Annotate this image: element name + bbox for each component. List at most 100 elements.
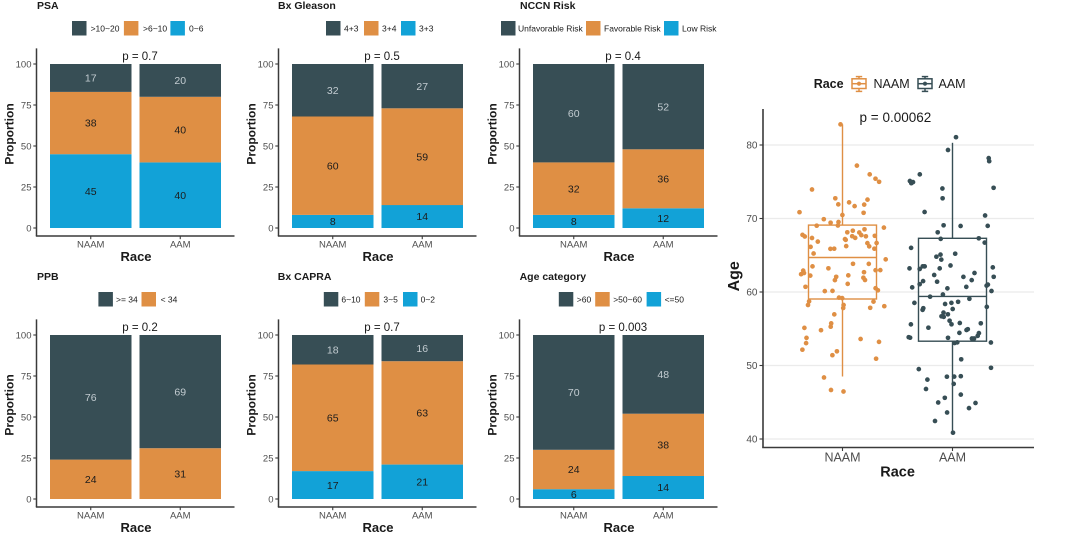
svg-text:31: 31 [174, 468, 186, 480]
svg-text:16: 16 [416, 343, 428, 355]
svg-text:AAM: AAM [412, 511, 433, 522]
svg-text:Proportion: Proportion [3, 374, 17, 435]
svg-text:p = 0.7: p = 0.7 [364, 322, 400, 334]
svg-text:38: 38 [85, 118, 97, 130]
svg-text:40: 40 [174, 190, 186, 202]
svg-text:>6~10: >6~10 [143, 24, 167, 34]
svg-text:75: 75 [263, 371, 274, 382]
svg-text:50: 50 [504, 141, 515, 152]
svg-text:Proportion: Proportion [245, 103, 259, 164]
svg-text:Proportion: Proportion [486, 374, 500, 435]
svg-text:< 34: < 34 [161, 295, 178, 305]
svg-text:0: 0 [26, 223, 31, 234]
svg-text:25: 25 [504, 182, 515, 193]
svg-text:6: 6 [571, 489, 577, 501]
svg-text:70: 70 [746, 214, 758, 225]
svg-text:Unfavorable Risk: Unfavorable Risk [518, 24, 583, 34]
svg-text:32: 32 [327, 85, 339, 97]
svg-text:17: 17 [327, 480, 339, 492]
svg-text:Race: Race [603, 520, 634, 535]
svg-text:60: 60 [746, 288, 758, 299]
svg-text:3+3: 3+3 [419, 24, 434, 34]
svg-text:100: 100 [499, 330, 515, 341]
svg-text:25: 25 [263, 453, 274, 464]
svg-text:0: 0 [509, 223, 514, 234]
svg-text:18: 18 [327, 345, 339, 357]
svg-text:>10~20: >10~20 [91, 24, 120, 34]
svg-text:100: 100 [16, 59, 32, 70]
svg-text:21: 21 [416, 477, 428, 489]
svg-text:Race: Race [362, 249, 393, 264]
svg-text:Proportion: Proportion [245, 374, 259, 435]
svg-text:50: 50 [263, 412, 274, 423]
svg-text:60: 60 [327, 160, 339, 172]
svg-text:76: 76 [85, 392, 97, 404]
svg-text:0: 0 [509, 494, 514, 505]
svg-text:25: 25 [21, 182, 32, 193]
svg-text:6~10: 6~10 [341, 295, 360, 305]
svg-text:80: 80 [746, 141, 758, 152]
svg-text:75: 75 [504, 371, 515, 382]
svg-text:p = 0.5: p = 0.5 [364, 51, 400, 63]
svg-text:>60: >60 [577, 295, 592, 305]
svg-text:100: 100 [16, 330, 32, 341]
svg-text:75: 75 [504, 100, 515, 111]
svg-text:Low Risk: Low Risk [682, 24, 717, 34]
svg-text:69: 69 [174, 386, 186, 398]
svg-text:24: 24 [85, 474, 97, 486]
svg-text:<=50: <=50 [665, 295, 685, 305]
svg-text:45: 45 [85, 186, 97, 198]
svg-text:40: 40 [746, 435, 758, 446]
svg-text:50: 50 [263, 141, 274, 152]
svg-text:Race: Race [120, 249, 151, 264]
svg-text:p = 0.003: p = 0.003 [599, 322, 647, 334]
svg-text:Bx Gleason: Bx Gleason [278, 0, 336, 12]
svg-text:Bx CAPRA: Bx CAPRA [278, 271, 332, 283]
svg-text:Proportion: Proportion [3, 103, 17, 164]
svg-text:50: 50 [746, 361, 758, 372]
svg-text:25: 25 [21, 453, 32, 464]
svg-text:60: 60 [568, 108, 580, 120]
svg-text:Race: Race [362, 520, 393, 535]
svg-text:70: 70 [568, 387, 580, 399]
svg-text:NAAM: NAAM [77, 240, 105, 251]
svg-text:25: 25 [504, 453, 515, 464]
svg-text:AAM: AAM [653, 511, 674, 522]
svg-text:Race: Race [603, 249, 634, 264]
svg-text:NAAM: NAAM [319, 240, 347, 251]
svg-text:0: 0 [26, 494, 31, 505]
svg-text:100: 100 [258, 59, 274, 70]
svg-text:3+4: 3+4 [382, 24, 397, 34]
svg-text:65: 65 [327, 413, 339, 425]
svg-text:27: 27 [416, 81, 428, 93]
svg-text:AAM: AAM [939, 77, 966, 91]
svg-text:Race: Race [120, 520, 151, 535]
svg-text:75: 75 [21, 100, 32, 111]
svg-text:20: 20 [174, 75, 186, 87]
svg-text:14: 14 [416, 211, 428, 223]
svg-text:24: 24 [568, 464, 580, 476]
svg-text:>50~60: >50~60 [613, 295, 642, 305]
svg-text:Favorable Risk: Favorable Risk [604, 24, 661, 34]
svg-text:75: 75 [263, 100, 274, 111]
svg-text:59: 59 [416, 151, 428, 163]
svg-text:p = 0.4: p = 0.4 [605, 51, 641, 63]
svg-text:NAAM: NAAM [874, 77, 910, 91]
svg-text:0: 0 [268, 223, 273, 234]
svg-text:AAM: AAM [412, 240, 433, 251]
svg-text:PSA: PSA [37, 0, 59, 12]
svg-text:NAAM: NAAM [560, 240, 588, 251]
svg-text:AAM: AAM [170, 511, 191, 522]
svg-text:36: 36 [657, 174, 669, 186]
svg-text:Age category: Age category [520, 271, 587, 283]
svg-text:NAAM: NAAM [560, 511, 588, 522]
svg-text:NAAM: NAAM [77, 511, 105, 522]
svg-text:Race: Race [814, 77, 844, 91]
svg-text:40: 40 [174, 124, 186, 136]
svg-text:0: 0 [268, 494, 273, 505]
svg-text:14: 14 [657, 482, 669, 494]
svg-text:50: 50 [21, 141, 32, 152]
svg-text:NAAM: NAAM [824, 451, 860, 465]
svg-text:50: 50 [21, 412, 32, 423]
svg-text:Proportion: Proportion [486, 103, 500, 164]
